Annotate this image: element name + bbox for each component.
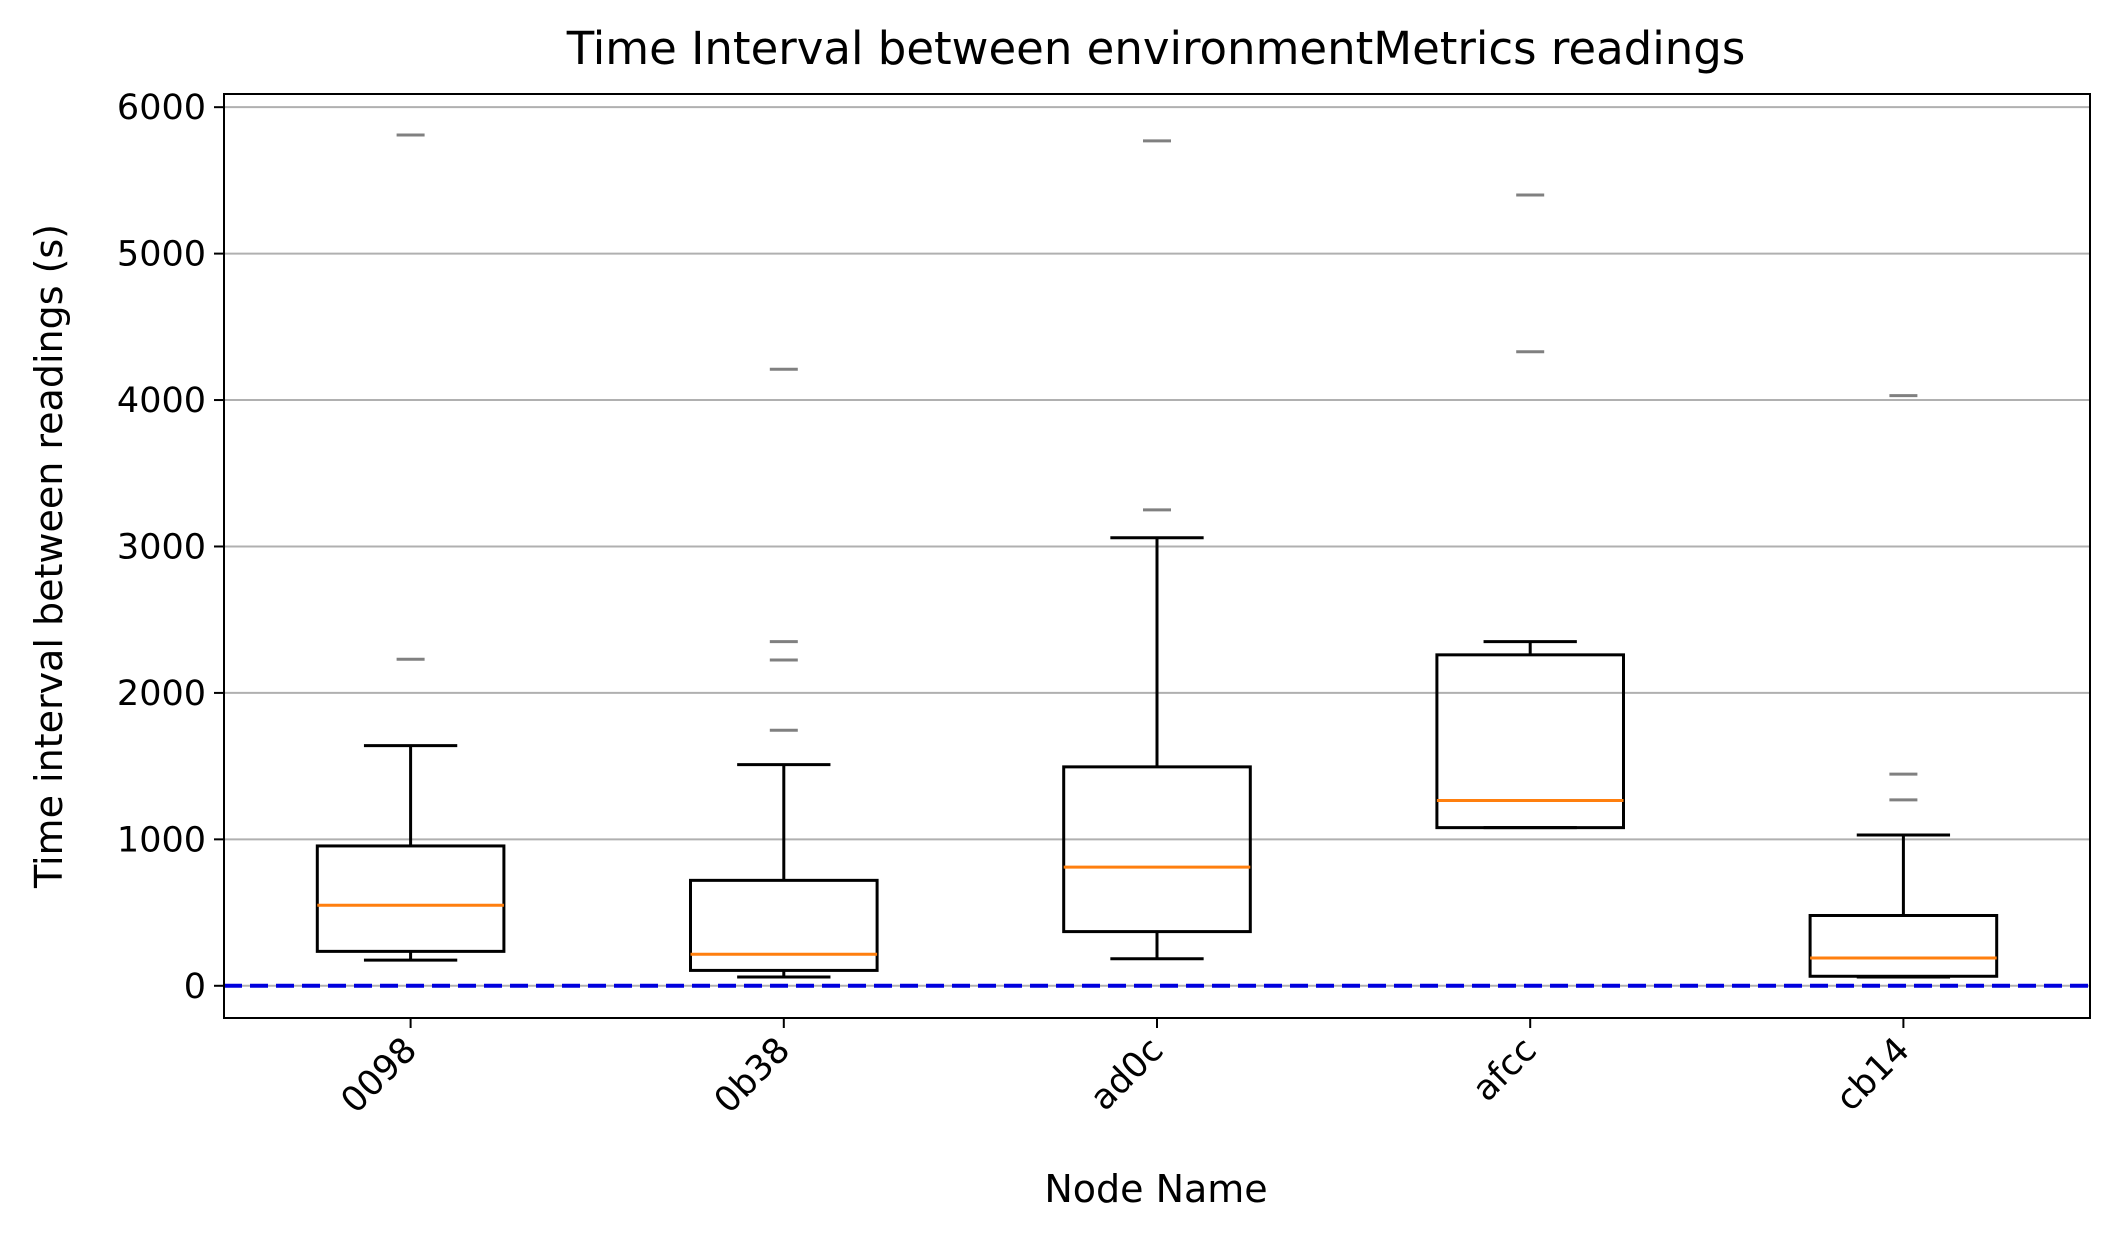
x-axis-ticks: 0098 0b38 ad0c afcc cb14: [334, 1018, 1918, 1121]
x-axis-label: Node Name: [1044, 1167, 1267, 1211]
y-axis-ticks: 0 1000 2000 3000 4000 5000 6000: [117, 88, 224, 1007]
x-tick-label: afcc: [1465, 1030, 1544, 1109]
iqr-box: [1435, 653, 1626, 830]
y-tick-label: 6000: [117, 88, 206, 128]
iqr-box: [1062, 765, 1252, 934]
y-tick-label: 1000: [117, 820, 206, 860]
x-tick-label: 0b38: [707, 1030, 798, 1121]
box-ad0c: [1062, 139, 1252, 961]
box-afcc: [1435, 193, 1626, 830]
y-tick-label: 2000: [117, 674, 206, 714]
chart-title: Time Interval between environmentMetrics…: [566, 22, 1746, 75]
iqr-box: [315, 844, 506, 953]
iqr-box: [1808, 913, 1999, 978]
box-0b38: [689, 367, 879, 979]
y-tick-label: 0: [184, 967, 206, 1007]
x-tick-label: ad0c: [1083, 1030, 1172, 1119]
box-cb14: [1808, 394, 1999, 979]
x-tick-label: cb14: [1829, 1030, 1918, 1119]
y-axis-label: Time interval between readings (s): [27, 224, 71, 889]
iqr-box: [689, 878, 879, 972]
y-tick-label: 5000: [117, 235, 206, 275]
box-0098: [315, 133, 506, 962]
boxes-layer: [315, 133, 1999, 979]
y-tick-label: 3000: [117, 527, 206, 567]
y-tick-label: 4000: [117, 381, 206, 421]
x-tick-label: 0098: [334, 1030, 425, 1121]
